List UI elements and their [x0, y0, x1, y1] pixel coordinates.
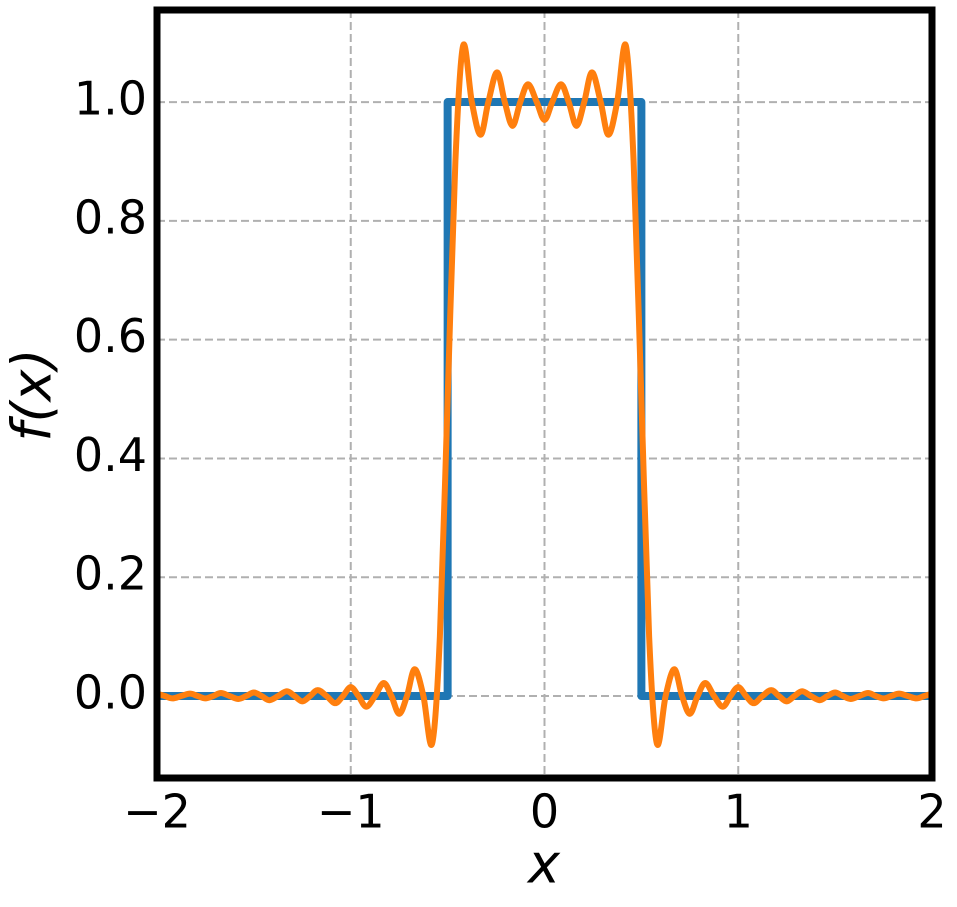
x-tick-label: −1	[317, 785, 385, 839]
line-series	[157, 41, 932, 748]
plot-frame	[153, 6, 936, 782]
y-axis-label: f(x)	[1, 348, 64, 441]
line-series	[157, 98, 932, 701]
y-tick-label: 0.6	[74, 309, 147, 363]
x-tick-label: 0	[530, 785, 559, 839]
y-tick-label: 0.4	[74, 428, 147, 482]
x-tick-label: 2	[917, 785, 946, 839]
x-axis-label: x	[526, 833, 561, 896]
y-tick-label: 0.0	[74, 666, 147, 720]
y-tick-label: 1.0	[74, 72, 147, 126]
y-tick-label: 0.2	[74, 547, 147, 601]
x-tick-label: 1	[724, 785, 753, 839]
x-tick-label: −2	[123, 785, 191, 839]
y-tick-label: 0.8	[74, 190, 147, 244]
